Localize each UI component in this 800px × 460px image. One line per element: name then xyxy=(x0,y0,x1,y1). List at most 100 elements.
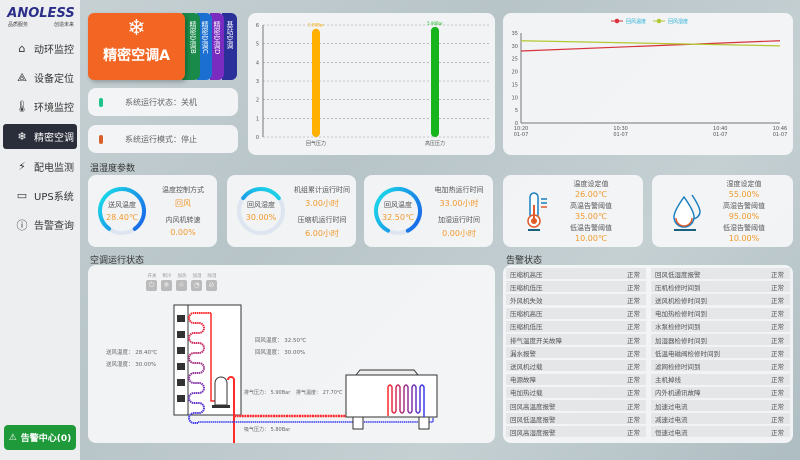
network-icon: ⟁ xyxy=(17,70,27,84)
control-0[interactable]: 开关 ⏻ xyxy=(146,274,157,291)
outdoor-unit xyxy=(345,369,438,430)
home-icon: ⌂ xyxy=(18,42,26,55)
indoor-unit xyxy=(173,304,242,424)
warning-icon: ⚠ xyxy=(8,432,17,443)
sidebar-item-1[interactable]: ⟁ 设备定位 xyxy=(3,65,77,90)
y-tick-label: 30 xyxy=(512,44,518,50)
x-tick-label: 01-07 xyxy=(773,132,788,138)
table-row: 外风机失效 正常 xyxy=(506,294,646,306)
legend-marker xyxy=(614,18,620,24)
table-row: 压缩机低压 正常 xyxy=(506,320,646,332)
y-tick-label: 0 xyxy=(256,135,259,141)
supply-temp-readout: 送风温度： 28.40℃ xyxy=(106,350,158,356)
x-tick-label: 高压压力 xyxy=(425,140,445,147)
thermometer-icon: 🌡 xyxy=(15,100,29,113)
control-icon: ⏻ xyxy=(146,280,157,291)
discharge-temp-readout: 排气温度： 27.70℃ xyxy=(296,390,343,396)
thermometer-icon xyxy=(523,191,553,235)
tab-precision-ac-c[interactable]: 精密空调C xyxy=(197,13,212,80)
supply-humidity-readout: 送风湿度： 30.00% xyxy=(106,362,157,368)
sidebar-item-2[interactable]: 🌡 环境监控 xyxy=(15,100,74,114)
params-title: 温湿度参数 xyxy=(90,164,136,174)
ac-diagram xyxy=(173,304,438,443)
table-row: 主机掉线 正常 xyxy=(651,373,790,385)
suction-pressure-readout: 吸气压力： 5.80Bar xyxy=(244,427,291,433)
table-row: 送风机过载 正常 xyxy=(506,360,646,372)
table-row: 内外机通讯故障 正常 xyxy=(651,386,790,398)
tab-precision-ac-d[interactable]: 精密空调D xyxy=(210,13,224,80)
table-row: 回风低温度报警 正常 xyxy=(506,413,646,425)
sidebar-item-6[interactable]: ⓘ 告警查询 xyxy=(16,218,75,233)
y-tick-label: 5 xyxy=(256,42,259,48)
table-row: 送风机检修时间到 正常 xyxy=(651,294,790,306)
return-temp-readout: 回风温度： 32.50℃ xyxy=(255,338,307,344)
legend-marker xyxy=(656,18,662,24)
snowflake-icon: ❄ xyxy=(127,16,146,41)
table-row: 压机检修时间到 正常 xyxy=(651,281,790,293)
y-tick-label: 15 xyxy=(512,82,518,88)
legend-label: 回风湿度 xyxy=(668,18,688,25)
run-status-title: 空调运行状态 xyxy=(90,256,145,266)
control-3[interactable]: 加湿 ◔ xyxy=(191,274,202,291)
tab-base-station-ac[interactable]: 基站空调 xyxy=(222,13,237,80)
y-tick-label: 4 xyxy=(256,60,259,66)
table-row: 电源故障 正常 xyxy=(506,373,646,385)
x-tick-label: 回气压力 xyxy=(306,140,326,147)
sidebar-item-3[interactable]: ❄ 精密空调 xyxy=(3,124,77,149)
mode-indicator xyxy=(99,134,103,144)
table-row: 加湿器检修时间到 正常 xyxy=(651,334,790,345)
table-row: 滤网检修时间到 正常 xyxy=(651,360,790,372)
gauge xyxy=(97,186,146,235)
discharge-pressure-readout: 排气压力： 5.90Bar xyxy=(244,390,291,396)
table-row: 漏水报警 正常 xyxy=(506,347,646,359)
table-row: 电加热过载 正常 xyxy=(506,386,646,398)
alert-circle-icon: ⓘ xyxy=(16,218,28,232)
table-row: 压缩机低压 正常 xyxy=(506,281,646,293)
sidebar-item-5[interactable]: ▭ UPS系统 xyxy=(16,189,74,203)
threshold-card-c4: 温度设定值 26.00℃ 高温告警阈值 35.00℃ 低温告警阈值 10.00℃ xyxy=(503,175,643,247)
y-tick-label: 20 xyxy=(512,70,518,76)
control-2[interactable]: 加热 ☼ xyxy=(176,274,187,291)
temp-humidity-line-chart: 0 5 10 15 20 25 30 35 10:20 01-07 10:30 01-07 10:40 0… xyxy=(503,13,793,155)
series-line xyxy=(520,40,781,47)
y-tick-label: 0 xyxy=(515,121,518,127)
run-status-card: 系统运行状态： 关机 xyxy=(88,88,238,116)
y-tick-label: 5 xyxy=(515,108,518,114)
x-tick-label: 10:40 xyxy=(713,126,727,132)
return-humidity-readout: 回风湿度： 30.00% xyxy=(255,350,306,356)
x-tick-label: 01-07 xyxy=(514,132,529,138)
bar xyxy=(312,28,320,137)
y-tick-label: 35 xyxy=(512,31,518,37)
y-tick-label: 25 xyxy=(512,57,518,63)
alarm-center-button[interactable]: ⚠ 告警中心(0) xyxy=(4,425,76,450)
table-row: 压缩机高压 正常 xyxy=(506,307,646,319)
control-4[interactable]: 除湿 ⊘ xyxy=(206,274,217,291)
x-tick-label: 10:46 xyxy=(773,126,787,132)
control-icon: ☼ xyxy=(176,280,187,291)
tab-precision-ac-a[interactable]: ❄ 精密空调A xyxy=(88,13,185,80)
y-tick-label: 1 xyxy=(256,116,259,122)
run-diagram-panel: 开关 ⏻ 制冷 ❄ 加热 ☼ 加湿 ◔ 除湿 ⊘ 送风温度： 28.40℃ 送风湿度： 30.00… xyxy=(88,265,495,443)
table-row: 压缩机高压 正常 xyxy=(506,268,646,279)
control-1[interactable]: 制冷 ❄ xyxy=(161,274,172,291)
x-tick-label: 10:30 xyxy=(613,126,627,132)
tab-precision-ac-b[interactable]: 精密空调B xyxy=(182,13,200,80)
param-card-c1: 送风温度 28.40℃ 温度控制方式 回风 内风机转速 0.00% xyxy=(88,175,217,247)
sidebar-item-0[interactable]: ⌂ 动环监控 xyxy=(3,36,77,61)
y-tick-label: 10 xyxy=(512,95,518,101)
gauge xyxy=(237,187,285,235)
param-card-c2: 回风湿度 30.00% 机组累计运行时间 3.00小时 压缩机运行时间 6.00小时 xyxy=(227,175,356,247)
x-tick-label: 10:20 xyxy=(514,126,528,132)
water-drops-icon xyxy=(670,191,704,235)
threshold-card-c5: 湿度设定值 55.00% 高湿告警阈值 95.00% 低湿告警阈值 10.00% xyxy=(652,175,793,247)
battery-icon: ▭ xyxy=(16,189,28,202)
status-indicator xyxy=(99,97,103,107)
sidebar-item-4[interactable]: ⚡ 配电监测 xyxy=(3,154,77,179)
run-mode-card: 系统运行模式： 停止 xyxy=(88,125,238,153)
snowflake-icon: ❄ xyxy=(17,130,27,143)
table-row: 低温电磁阀检修时间到 正常 xyxy=(651,347,790,359)
x-tick-label: 01-07 xyxy=(713,132,728,138)
alarm-status-title: 告警状态 xyxy=(506,256,543,266)
pressure-bar-chart: 0 1 2 3 4 5 6 5.80Bar 回气压力 5.90Bar 高压压力 xyxy=(248,13,495,155)
table-row: 回风低湿度报警 正常 xyxy=(651,268,790,279)
